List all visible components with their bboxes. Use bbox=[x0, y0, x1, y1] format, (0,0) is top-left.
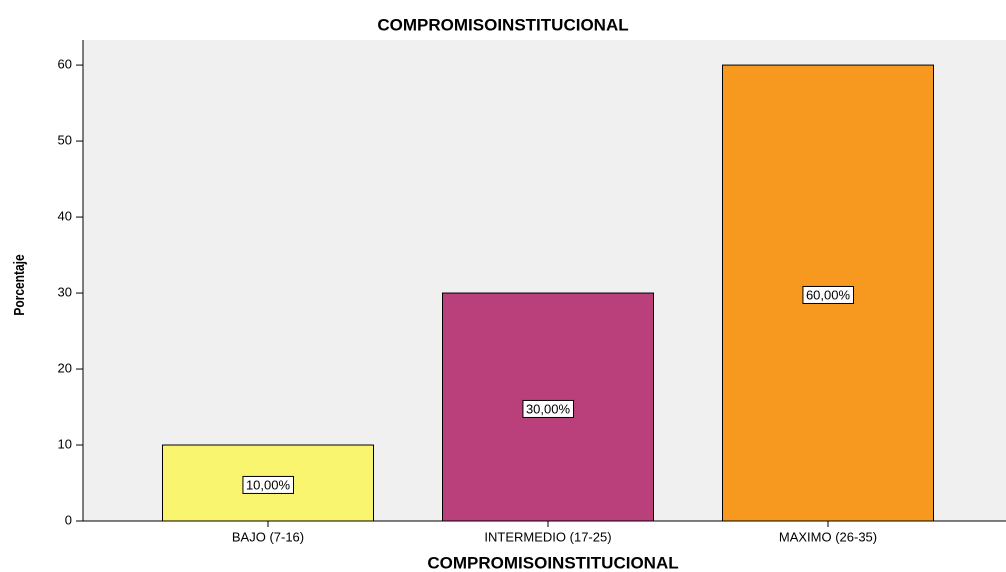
y-axis-label: Porcentaje bbox=[11, 254, 28, 316]
data-label: 30,00% bbox=[526, 401, 571, 416]
data-label-box bbox=[242, 475, 294, 494]
data-label: 10,00% bbox=[246, 477, 291, 492]
data-label: 60,00% bbox=[806, 287, 851, 302]
data-label-box bbox=[802, 285, 854, 304]
x-tick-label: BAJO (7-16) bbox=[232, 529, 304, 544]
y-tick-label: 50 bbox=[58, 133, 72, 148]
x-tick-label: MAXIMO (26-35) bbox=[779, 529, 877, 544]
y-tick-label: 10 bbox=[58, 436, 72, 451]
y-tick-label: 30 bbox=[58, 284, 72, 299]
x-tick-label: INTERMEDIO (17-25) bbox=[484, 529, 611, 544]
x-axis-label: COMPROMISOINSTITUCIONAL bbox=[427, 553, 678, 572]
chart-title: COMPROMISOINSTITUCIONAL bbox=[377, 15, 628, 34]
data-label-box bbox=[522, 399, 574, 418]
y-tick-label: 0 bbox=[65, 512, 72, 527]
y-tick-label: 60 bbox=[58, 57, 72, 72]
y-tick-label: 20 bbox=[58, 360, 72, 375]
y-tick-label: 40 bbox=[58, 208, 72, 223]
